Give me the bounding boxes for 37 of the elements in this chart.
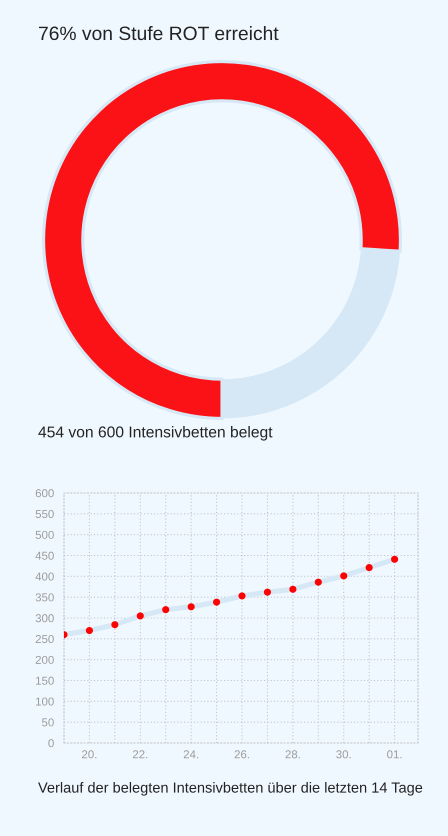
x-tick-label: 01. bbox=[387, 750, 402, 758]
text: 454 von 600 Intensivbetten belegt bbox=[38, 426, 272, 441]
point bbox=[264, 588, 271, 596]
x-tick-label: 24. bbox=[184, 750, 198, 758]
point bbox=[188, 603, 195, 610]
point bbox=[86, 626, 93, 634]
point bbox=[340, 572, 348, 580]
x-tick-label: 26. bbox=[234, 750, 249, 758]
y-tick-label: 400 bbox=[35, 572, 54, 581]
x-tick-label: 22. bbox=[132, 750, 148, 758]
point bbox=[314, 578, 322, 586]
y-tick-label: 500 bbox=[36, 530, 54, 539]
y-tick-label: 50 bbox=[42, 718, 54, 726]
x-tick-label: 28. bbox=[285, 750, 300, 758]
y-tick-label: 600 bbox=[36, 489, 54, 498]
y-tick-label: 550 bbox=[36, 510, 54, 518]
y-tick-label: 300 bbox=[36, 614, 54, 622]
point bbox=[366, 564, 373, 572]
y-tick-label: 200 bbox=[36, 656, 54, 664]
text: Verlauf der belegten Intensivbetten über die letzten 14 Tage bbox=[38, 782, 422, 796]
x-tick-label: 20. bbox=[82, 750, 96, 758]
y-tick-label: 450 bbox=[35, 552, 54, 560]
point bbox=[391, 556, 398, 563]
point bbox=[162, 606, 170, 614]
donut-slice bbox=[42, 60, 402, 420]
y-tick-label: 100 bbox=[36, 697, 54, 706]
x-tick-label: 30. bbox=[336, 750, 351, 758]
y-tick-label: 150 bbox=[36, 676, 54, 685]
point bbox=[111, 621, 118, 628]
point bbox=[213, 598, 220, 606]
chart-title: 76% von Stufe ROT erreicht bbox=[38, 26, 279, 40]
point bbox=[136, 612, 144, 620]
y-tick-label: 350 bbox=[36, 593, 54, 602]
point bbox=[238, 592, 246, 600]
y-tick-label: 0 bbox=[48, 739, 54, 748]
point bbox=[289, 586, 296, 593]
y-tick-label: 250 bbox=[36, 634, 54, 644]
